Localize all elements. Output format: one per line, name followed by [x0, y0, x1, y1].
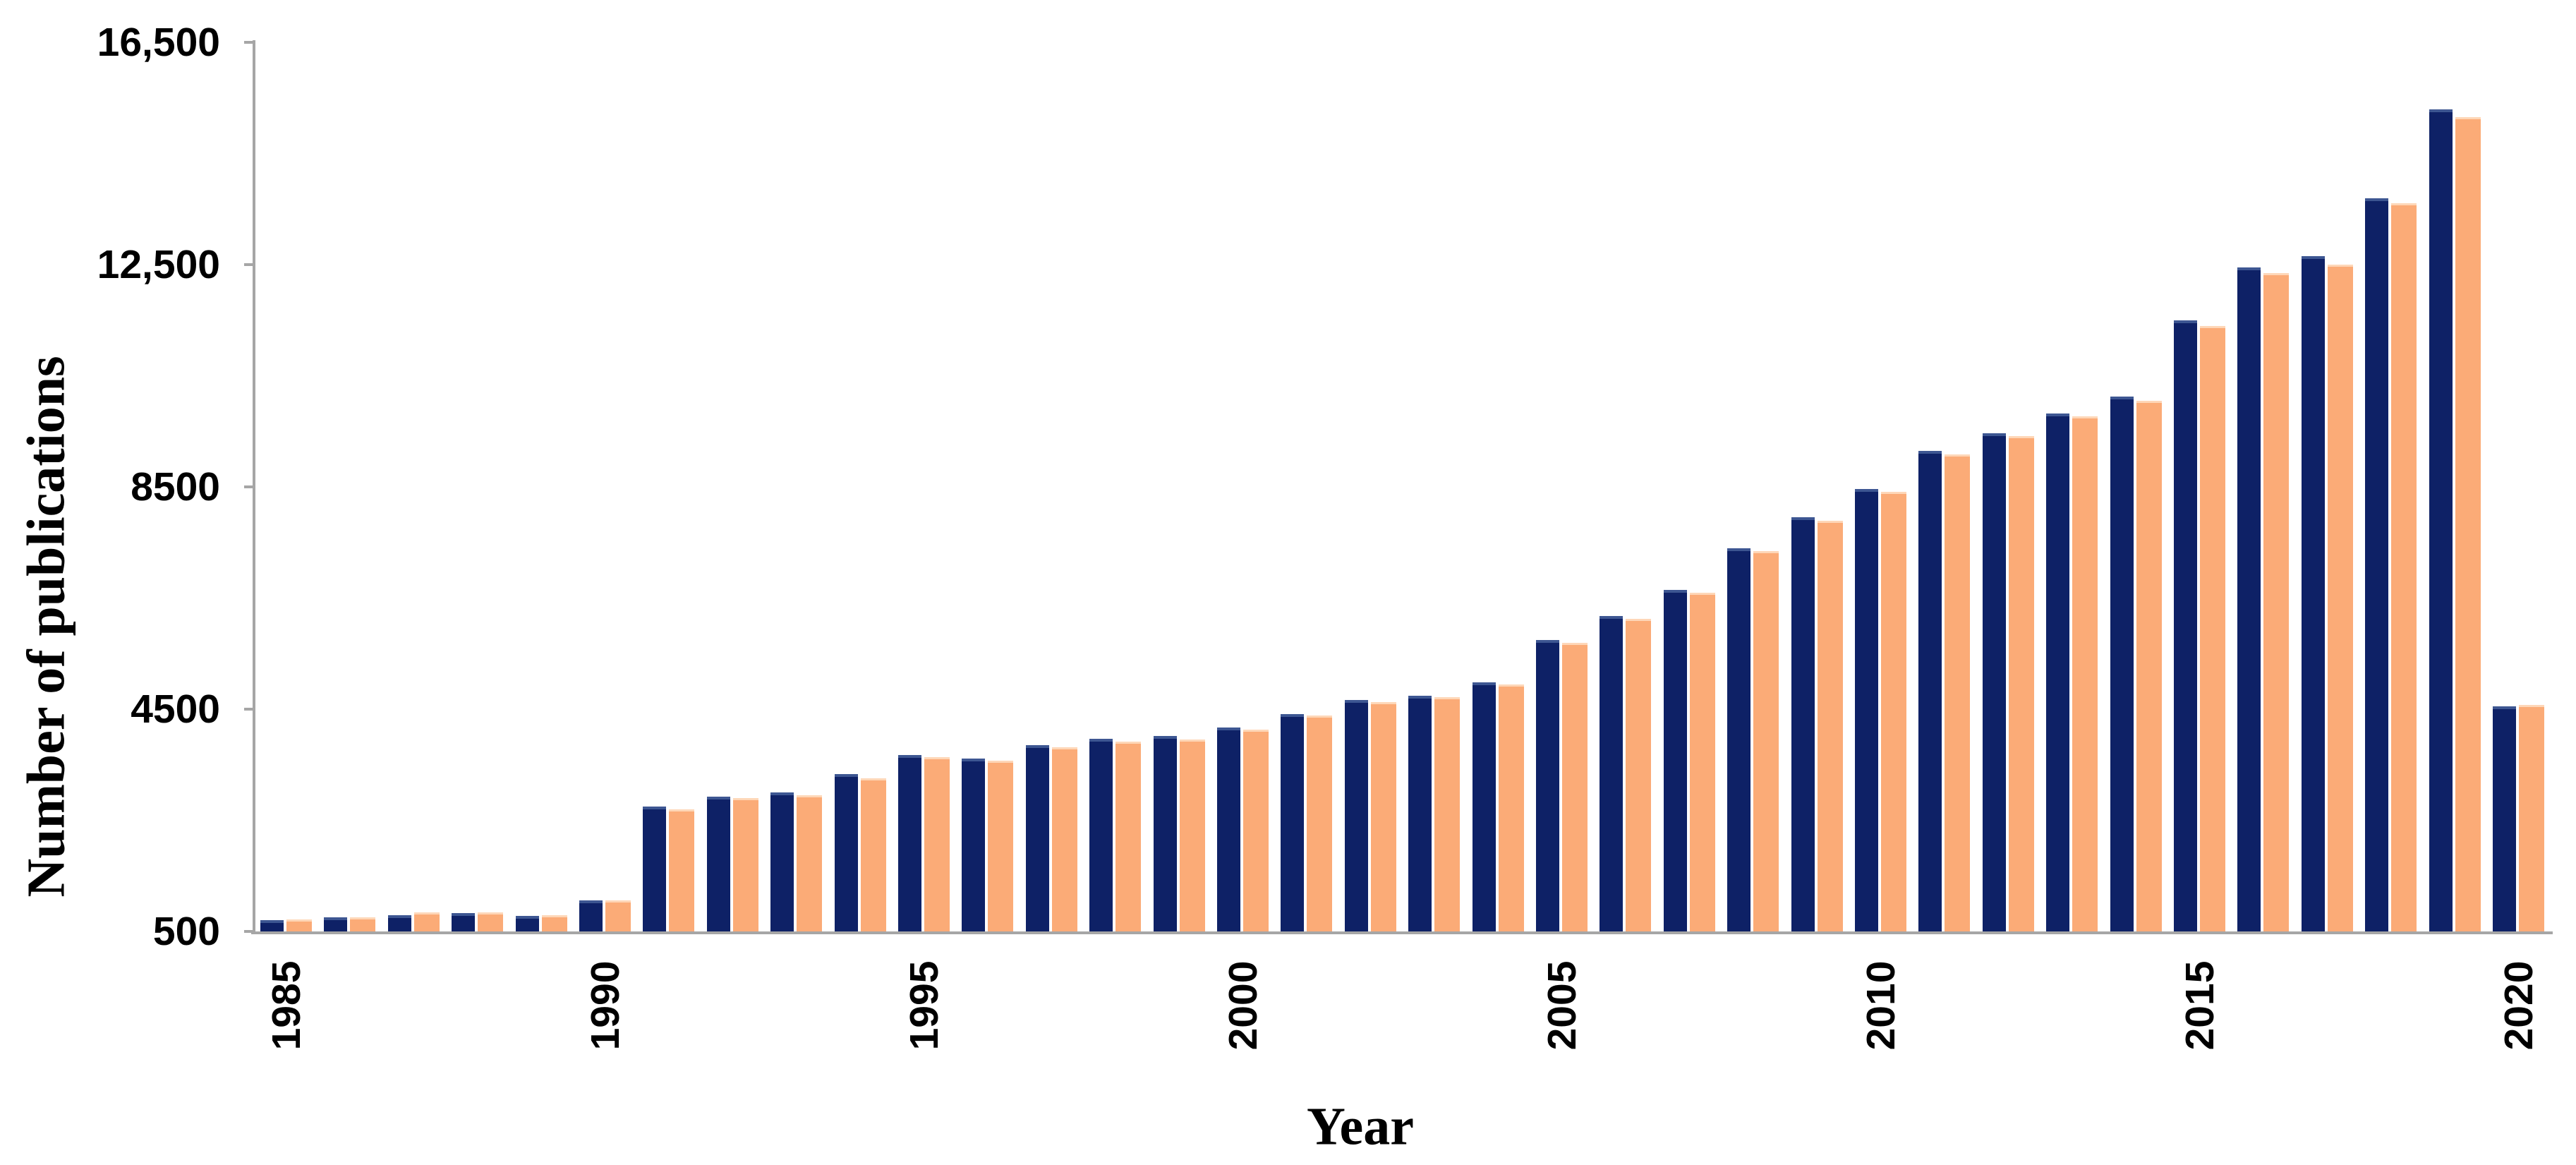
bar-navy-1989 [515, 915, 539, 931]
bar-navy-1992 [706, 796, 730, 931]
bar-orange-2008 [1753, 551, 1779, 931]
bar-orange-2020 [2519, 705, 2544, 931]
x-tick-label-1985: 1985 [263, 960, 309, 1051]
bar-navy-1988 [452, 912, 476, 931]
bar-navy-1997 [1025, 744, 1049, 931]
bar-navy-1990 [579, 900, 603, 931]
bar-navy-2007 [1663, 589, 1687, 931]
bar-navy-2004 [1472, 682, 1496, 931]
bar-orange-1986 [350, 917, 376, 931]
bar-orange-2000 [1243, 730, 1269, 931]
y-tick-label-500: 500 [152, 909, 220, 954]
y-tick-mark-4500 [244, 708, 253, 711]
x-tick-label-2015: 2015 [2177, 960, 2223, 1051]
x-axis-line [251, 931, 2553, 934]
y-axis-line [253, 40, 255, 934]
bar-navy-1986 [324, 917, 348, 931]
bar-orange-2019 [2455, 117, 2481, 931]
bar-navy-1985 [260, 920, 284, 931]
bar-navy-1996 [962, 759, 986, 931]
y-tick-label-8500: 8500 [131, 464, 220, 509]
bar-orange-2011 [1945, 454, 1971, 931]
bar-orange-2002 [1370, 701, 1396, 931]
bar-orange-2006 [1626, 618, 1652, 931]
bar-navy-1994 [834, 774, 858, 931]
bar-navy-2014 [2110, 396, 2134, 931]
y-tick-label-16500: 16,500 [97, 20, 220, 65]
bar-orange-1990 [605, 900, 631, 931]
bar-navy-1991 [643, 806, 667, 931]
x-tick-label-2020: 2020 [2496, 960, 2541, 1051]
bar-orange-2010 [1881, 492, 1906, 931]
bar-orange-2014 [2136, 400, 2162, 931]
bar-orange-1987 [413, 912, 440, 931]
bar-navy-2020 [2493, 706, 2516, 931]
bar-navy-2017 [2301, 256, 2325, 931]
x-tick-label-2005: 2005 [1539, 960, 1585, 1051]
bar-orange-2017 [2327, 265, 2353, 931]
bar-orange-1994 [860, 778, 886, 931]
bar-orange-1999 [1179, 739, 1205, 931]
bar-orange-2004 [1498, 684, 1524, 931]
bar-navy-2005 [1536, 639, 1559, 931]
bar-navy-2003 [1408, 696, 1432, 931]
x-axis-title: Year [1307, 1097, 1414, 1157]
bar-orange-2007 [1689, 592, 1715, 931]
y-tick-mark-12500 [244, 263, 253, 266]
x-tick-label-2000: 2000 [1220, 960, 1266, 1051]
bar-orange-1996 [988, 761, 1014, 931]
bar-orange-2009 [1817, 521, 1843, 931]
bar-orange-2012 [2008, 436, 2034, 931]
bar-navy-1999 [1153, 735, 1177, 931]
y-tick-mark-16500 [244, 41, 253, 44]
bar-navy-1987 [387, 915, 411, 931]
bar-navy-2018 [2365, 198, 2389, 931]
bar-orange-1998 [1115, 742, 1142, 931]
x-tick-label-1995: 1995 [901, 960, 947, 1051]
x-tick-label-1990: 1990 [582, 960, 628, 1051]
bar-navy-2002 [1344, 699, 1368, 931]
bar-navy-2011 [1918, 450, 1942, 931]
bar-orange-1997 [1051, 747, 1077, 931]
bar-orange-1985 [286, 919, 312, 931]
bar-orange-1988 [478, 912, 504, 931]
bar-navy-2019 [2429, 109, 2453, 931]
bar-navy-2012 [1982, 433, 2006, 931]
bar-navy-2006 [1600, 615, 1623, 931]
bar-orange-2016 [2263, 272, 2290, 931]
bar-navy-1993 [770, 792, 794, 931]
bar-navy-2013 [2046, 414, 2070, 931]
bar-orange-1991 [669, 809, 695, 931]
bar-orange-2018 [2391, 203, 2417, 931]
y-tick-label-12500: 12,500 [97, 242, 220, 287]
bar-navy-2016 [2237, 267, 2261, 931]
x-tick-label-2010: 2010 [1858, 960, 1904, 1051]
bar-navy-2001 [1281, 714, 1305, 931]
y-axis-title: Number of publications [16, 356, 76, 898]
bar-navy-2009 [1791, 517, 1815, 931]
bar-orange-1993 [797, 795, 823, 931]
bar-navy-1995 [898, 754, 921, 931]
y-tick-mark-8500 [244, 485, 253, 488]
bar-orange-1995 [924, 756, 950, 931]
bar-orange-2003 [1434, 697, 1461, 931]
y-tick-mark-500 [244, 930, 253, 933]
bar-orange-1992 [732, 798, 758, 931]
bar-navy-1998 [1089, 739, 1113, 931]
bar-orange-2015 [2200, 325, 2225, 931]
y-tick-label-4500: 4500 [131, 687, 220, 732]
bar-orange-2005 [1562, 643, 1588, 931]
bar-navy-2008 [1727, 548, 1751, 931]
bar-orange-2001 [1307, 716, 1333, 931]
bar-navy-2015 [2174, 320, 2197, 931]
bar-orange-1989 [541, 915, 567, 931]
bar-navy-2000 [1217, 727, 1240, 931]
bar-orange-2013 [2072, 416, 2098, 931]
bar-navy-2010 [1855, 489, 1878, 931]
